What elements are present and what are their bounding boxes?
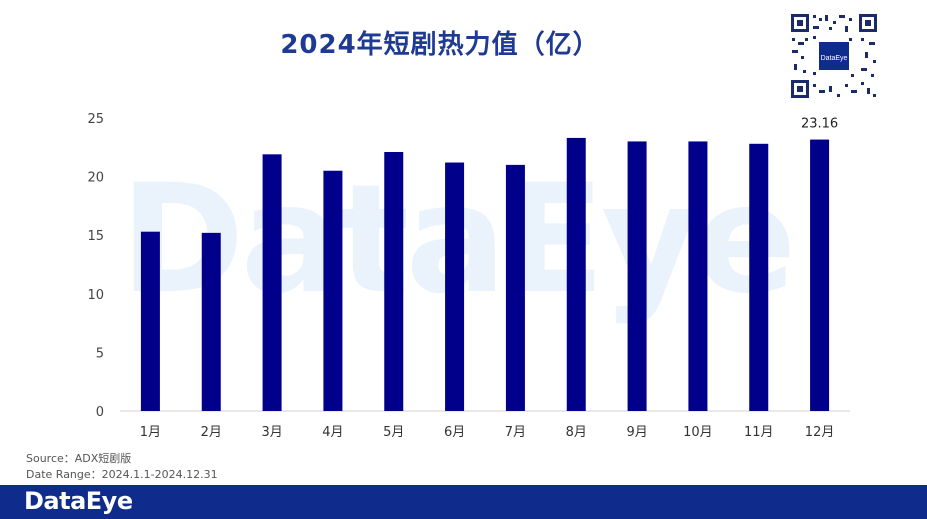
x-tick-label: 11月: [744, 425, 774, 440]
bar: [505, 164, 525, 411]
x-tick-label: 5月: [383, 425, 404, 440]
qr-logo-text: DataEye: [821, 55, 848, 62]
y-tick-label: 5: [96, 346, 104, 361]
x-tick-label: 4月: [322, 425, 343, 440]
qr-code: DataEye: [789, 12, 879, 100]
x-tick-label: 3月: [261, 425, 282, 440]
bar: [810, 139, 830, 411]
bar: [445, 162, 465, 411]
y-tick-label: 15: [87, 229, 104, 244]
bar-chart: 0 5 10 15 20 25 1月 2月 3月 4月 5月 6月 7月 8月 9月 10月 11月 12月 2…: [87, 112, 850, 440]
date-range-line: Date Range：2024.1.1-2024.12.31: [26, 468, 218, 481]
y-tick-label: 25: [87, 112, 104, 127]
bar: [566, 137, 586, 411]
bar: [323, 170, 343, 411]
footer-brand-logo: DataEye: [24, 487, 133, 515]
x-tick-label: 8月: [566, 425, 587, 440]
bar: [262, 154, 282, 411]
source-line: Source：ADX短剧版: [26, 452, 132, 465]
data-label: 23.16: [801, 117, 838, 132]
y-tick-label: 10: [87, 288, 104, 303]
y-tick-label: 20: [87, 171, 104, 186]
x-tick-label: 6月: [444, 425, 465, 440]
x-tick-label: 1月: [140, 425, 161, 440]
bar: [384, 151, 404, 411]
footer-bar: DataEye: [0, 485, 927, 519]
x-tick-label: 2月: [201, 425, 222, 440]
bar: [688, 141, 708, 411]
bar: [749, 143, 769, 411]
x-tick-label: 7月: [505, 425, 526, 440]
bar: [627, 141, 647, 411]
y-tick-label: 0: [96, 405, 104, 420]
bar: [140, 231, 160, 411]
x-tick-label: 12月: [805, 425, 835, 440]
bar: [201, 232, 221, 411]
x-tick-label: 10月: [683, 425, 713, 440]
chart-title: 2024年短剧热力值（亿）: [280, 30, 600, 60]
x-tick-label: 9月: [626, 425, 647, 440]
